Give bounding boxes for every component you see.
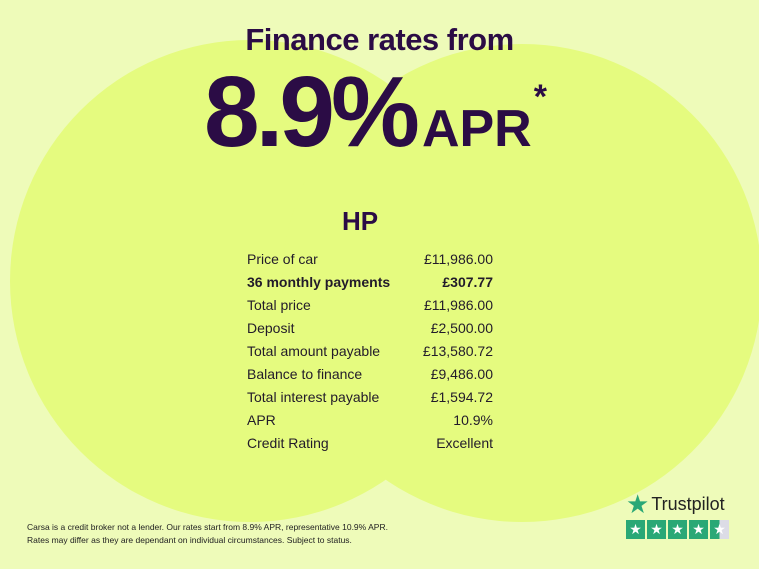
disclaimer-line-1: Carsa is a credit broker not a lender. O… (27, 522, 388, 532)
rating-star-icon: ★ (710, 520, 729, 539)
table-row: Price of car £11,986.00 (247, 249, 493, 272)
rate-suffix: APR (421, 100, 532, 158)
trustpilot-rating: ★ ★ ★ ★ ★ (626, 520, 729, 539)
row-value: £9,486.00 (430, 366, 493, 382)
table-row: 36 monthly payments £307.77 (247, 272, 493, 295)
row-value: £307.77 (442, 274, 493, 290)
row-value: £2,500.00 (430, 320, 493, 336)
row-label: Deposit (247, 320, 295, 336)
rate-asterisk: * (533, 78, 547, 116)
trustpilot-badge[interactable]: ★ Trustpilot ★ ★ ★ ★ ★ (626, 489, 729, 539)
star-icon: ★ (626, 489, 650, 519)
rate-display: 8.9% APR * (204, 62, 547, 162)
row-value: £11,986.00 (423, 297, 493, 313)
background-circle-right (282, 44, 759, 522)
row-label: Total amount payable (247, 343, 381, 359)
row-label: 36 monthly payments (247, 274, 391, 290)
row-label: Price of car (247, 251, 318, 267)
table-row: APR 10.9% (247, 410, 493, 433)
row-value: 10.9% (453, 412, 493, 428)
rating-star-icon: ★ (668, 520, 687, 539)
table-row: Balance to finance £9,486.00 (247, 364, 493, 387)
row-label: Total interest payable (247, 389, 380, 405)
finance-table: Price of car £11,986.00 36 monthly payment… (247, 249, 493, 456)
rating-star-icon: ★ (689, 520, 708, 539)
rating-star-icon: ★ (647, 520, 666, 539)
disclaimer-line-2: Rates may differ as they are dependant o… (27, 534, 352, 545)
row-value: £11,986.00 (423, 251, 493, 267)
rate-value: 8.9% (204, 56, 420, 168)
table-row: Credit Rating Excellent (247, 433, 493, 456)
rating-star-icon: ★ (626, 520, 645, 539)
table-row: Total amount payable £13,580.72 (247, 341, 493, 364)
disclaimer: Carsa is a credit broker not a lender. O… (27, 521, 388, 546)
row-value: £1,594.72 (430, 389, 493, 405)
row-label: Total price (247, 297, 311, 313)
row-value: £13,580.72 (422, 343, 493, 359)
row-label: Balance to finance (247, 366, 363, 382)
row-value: Excellent (436, 435, 493, 451)
headline: Finance rates from (245, 22, 514, 57)
table-row: Deposit £2,500.00 (247, 318, 493, 341)
table-row: Total interest payable £1,594.72 (247, 387, 493, 410)
table-row: Total price £11,986.00 (247, 295, 493, 318)
row-label: Credit Rating (247, 435, 329, 451)
row-label: APR (247, 412, 276, 428)
trustpilot-name: Trustpilot (651, 493, 725, 514)
product-title: HP (342, 206, 379, 236)
